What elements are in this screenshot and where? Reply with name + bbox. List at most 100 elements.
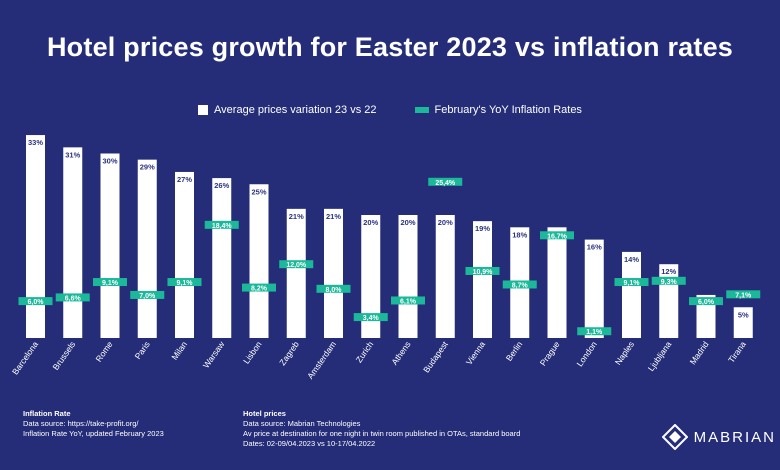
category-label-berlin: Berlin bbox=[504, 339, 525, 363]
inflation-label-tirana: 7,1% bbox=[735, 292, 752, 299]
footer-left-line2: Inflation Rate YoY, updated February 202… bbox=[23, 429, 164, 438]
bar-label-brussels: 31% bbox=[65, 150, 80, 159]
footer-hotel-source: Hotel prices Data source: Mabrian Techno… bbox=[243, 409, 520, 449]
category-label-prague: Prague bbox=[538, 339, 562, 367]
bar-label-berlin: 18% bbox=[512, 230, 527, 239]
footer-left-title: Inflation Rate bbox=[23, 409, 71, 418]
bar-label-lisbon: 25% bbox=[251, 187, 266, 196]
inflation-label-athens: 6,1% bbox=[400, 298, 417, 305]
mabrian-logo-icon bbox=[661, 424, 688, 450]
inflation-marker-paris bbox=[130, 290, 165, 299]
bar-label-london: 16% bbox=[587, 243, 602, 252]
bar-tirana bbox=[733, 307, 753, 338]
legend-swatch-inflation bbox=[414, 107, 429, 113]
category-label-vienna: Vienna bbox=[464, 339, 487, 367]
bar-label-naples: 14% bbox=[624, 255, 639, 264]
inflation-label-london: 1,1% bbox=[586, 329, 603, 336]
bar-naples bbox=[622, 251, 641, 338]
bar-label-budapest: 20% bbox=[438, 218, 453, 227]
category-label-budapest: Budapest bbox=[421, 339, 450, 375]
inflation-label-paris: 7,0% bbox=[139, 293, 156, 300]
inflation-marker-berlin bbox=[502, 280, 537, 289]
bar-lisbon bbox=[249, 184, 269, 338]
brand-logo: MABRIAN bbox=[661, 424, 776, 450]
bar-barcelona bbox=[26, 135, 45, 338]
category-label-amsterdam: Amsterdam bbox=[305, 339, 338, 380]
footer-right-title: Hotel prices bbox=[243, 409, 286, 418]
inflation-marker-brussels bbox=[55, 293, 90, 302]
bar-athens bbox=[398, 215, 418, 338]
bar-label-amsterdam: 21% bbox=[326, 212, 341, 221]
legend-item-prices: Average prices variation 23 vs 22 bbox=[198, 104, 377, 116]
bar-label-zurich: 20% bbox=[363, 218, 378, 227]
bar-milan bbox=[175, 171, 194, 338]
inflation-marker-prague bbox=[540, 231, 574, 240]
legend-label-prices: Average prices variation 23 vs 22 bbox=[214, 104, 377, 116]
bar-label-zagreb: 21% bbox=[289, 212, 304, 221]
bar-zurich bbox=[361, 215, 381, 338]
bar-budapest bbox=[435, 215, 455, 338]
category-label-zurich: Zurich bbox=[354, 339, 376, 364]
inflation-marker-lisbon bbox=[242, 283, 276, 292]
bar-label-ljubljana: 12% bbox=[661, 267, 676, 276]
inflation-marker-athens bbox=[391, 296, 425, 305]
inflation-label-milan: 9,1% bbox=[177, 280, 194, 287]
inflation-label-amsterdam: 8,0% bbox=[326, 287, 343, 294]
bar-vienna bbox=[473, 221, 492, 338]
inflation-label-madrid: 6,0% bbox=[698, 299, 715, 306]
inflation-label-ljubljana: 9,3% bbox=[661, 279, 678, 286]
category-label-athens: Athens bbox=[389, 339, 412, 366]
inflation-label-vienna: 10,9% bbox=[473, 269, 494, 276]
bar-rome bbox=[100, 153, 120, 338]
inflation-marker-budapest bbox=[428, 177, 463, 186]
bar-amsterdam bbox=[324, 208, 343, 338]
category-label-lisbon: Lisbon bbox=[241, 339, 264, 365]
inflation-label-zagreb: 12,0% bbox=[286, 262, 307, 269]
inflation-marker-london bbox=[577, 327, 612, 336]
inflation-label-berlin: 8,7% bbox=[512, 282, 529, 289]
bar-label-vienna: 19% bbox=[475, 224, 490, 233]
bar-label-paris: 29% bbox=[140, 163, 155, 172]
footer-right-line1: Data source: Mabrian Technologies bbox=[243, 419, 361, 428]
category-label-brussels: Brussels bbox=[51, 339, 78, 371]
inflation-marker-barcelona bbox=[18, 297, 53, 306]
footer-right-line2: Av price at destination for one night in… bbox=[243, 429, 521, 438]
inflation-marker-milan bbox=[167, 278, 202, 287]
inflation-label-warsaw: 18,4% bbox=[212, 223, 233, 230]
inflation-label-rome: 9,1% bbox=[102, 280, 119, 287]
inflation-label-brussels: 6,6% bbox=[65, 295, 82, 302]
category-label-naples: Naples bbox=[613, 339, 636, 366]
bar-chart: 33% 6,0% Barcelona 31% 6,6% Brussels 30% 9,1% Ro… bbox=[10, 135, 761, 381]
inflation-marker-ljubljana bbox=[651, 276, 686, 285]
bar-london bbox=[584, 239, 604, 338]
bar-label-warsaw: 26% bbox=[214, 181, 229, 190]
category-label-rome: Rome bbox=[93, 339, 114, 364]
inflation-marker-tirana bbox=[726, 290, 761, 299]
category-label-ljubljana: Ljubljana bbox=[646, 339, 674, 373]
footer-right-line3: Dates: 02-09/04.2023 vs 10-17/04.2022 bbox=[243, 439, 376, 448]
inflation-marker-rome bbox=[93, 278, 127, 287]
bar-label-milan: 27% bbox=[177, 175, 192, 184]
chart-legend: Average prices variation 23 vs 22 Februa… bbox=[0, 104, 780, 116]
bar-label-tirana: 5% bbox=[738, 310, 749, 319]
category-label-zagreb: Zagreb bbox=[277, 339, 301, 367]
inflation-label-budapest: 25,4% bbox=[435, 180, 456, 187]
category-label-paris: Paris bbox=[133, 339, 152, 361]
bar-brussels bbox=[63, 147, 83, 338]
category-label-london: London bbox=[574, 339, 599, 368]
legend-label-inflation: February's YoY Inflation Rates bbox=[434, 104, 582, 116]
bar-paris bbox=[137, 159, 157, 338]
bar-label-barcelona: 33% bbox=[28, 138, 43, 147]
legend-swatch-prices bbox=[198, 105, 209, 115]
footer-inflation-source: Inflation Rate Data source: https://take… bbox=[23, 409, 164, 439]
category-label-warsaw: Warsaw bbox=[201, 339, 227, 370]
inflation-marker-zurich bbox=[353, 313, 388, 322]
category-label-milan: Milan bbox=[169, 339, 189, 362]
category-label-tirana: Tirana bbox=[726, 339, 748, 364]
inflation-marker-naples bbox=[614, 278, 649, 287]
brand-name: MABRIAN bbox=[693, 428, 776, 446]
bar-zagreb bbox=[286, 208, 306, 338]
footer-left-line1: Data source: https://take-profit.org/ bbox=[23, 419, 139, 428]
inflation-label-zurich: 3,4% bbox=[363, 315, 380, 322]
bar-warsaw bbox=[212, 178, 232, 338]
